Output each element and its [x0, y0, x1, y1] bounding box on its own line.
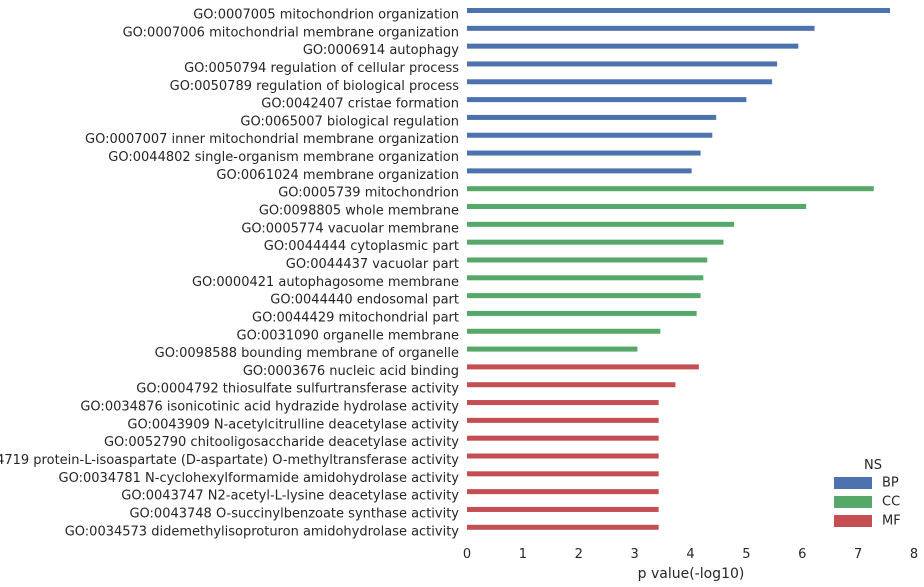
- x-tick-label: 1: [519, 547, 527, 562]
- y-tick-label: GO:0050789 regulation of biological proc…: [170, 79, 460, 94]
- x-tick-label: 0: [463, 547, 471, 562]
- x-tick-label: 6: [798, 547, 806, 562]
- y-tick-labels: GO:0007005 mitochondrion organization GO:…: [0, 8, 459, 540]
- y-tick-label: GO:0044440 endosomal part: [270, 293, 459, 308]
- x-tick-label: 8: [910, 547, 918, 562]
- bar-cc: [467, 204, 807, 210]
- y-tick-label: GO:0043909 N-acetylcitrulline deacetylas…: [127, 417, 459, 432]
- bar-mf: [467, 471, 659, 477]
- y-tick-label: GO:0007006 mitochondrial membrane organi…: [123, 25, 459, 40]
- y-tick-label: GO:0006914 autophagy: [303, 43, 459, 58]
- x-tick-label: 3: [630, 547, 638, 562]
- y-tick-label: GO:0004792 thiosulfate sulfurtransferase…: [136, 382, 459, 397]
- bar-cc: [467, 328, 661, 334]
- legend-title: NS: [864, 458, 882, 473]
- bar-bp: [467, 114, 717, 120]
- bar-bp: [467, 25, 815, 31]
- y-tick-label: GO:0044444 cytoplasmic part: [264, 239, 459, 254]
- y-tick-label: GO:0031090 organelle membrane: [237, 328, 460, 343]
- bar-cc: [467, 310, 697, 316]
- bar-cc: [467, 346, 638, 352]
- bar-mf: [467, 364, 699, 370]
- x-axis-label: p value(-log10): [638, 566, 745, 582]
- bar-bp: [467, 150, 701, 156]
- bar-cc: [467, 221, 735, 227]
- y-tick-label: GO:0000421 autophagosome membrane: [192, 275, 459, 290]
- y-tick-label: GO:0043747 N2-acetyl-L-lysine deacetylas…: [121, 489, 459, 504]
- legend-label-cc: CC: [882, 495, 900, 510]
- y-tick-label: GO:0004719 protein-L-isoaspartate (D-asp…: [0, 453, 459, 468]
- bar-bp: [467, 97, 747, 103]
- y-tick-label: GO:0007007 inner mitochondrial membrane …: [85, 132, 459, 147]
- x-tick-label: 5: [742, 547, 750, 562]
- bar-mf: [467, 524, 659, 530]
- bar-bp: [467, 132, 713, 138]
- bar-mf: [467, 435, 659, 441]
- x-tick-label: 7: [854, 547, 862, 562]
- bar-mf: [467, 417, 659, 423]
- y-tick-label: GO:0044802 single-organism membrane orga…: [108, 150, 459, 165]
- y-tick-label: GO:0065007 biological regulation: [240, 114, 459, 129]
- bar-mf: [467, 506, 659, 512]
- legend-swatch-bp: [834, 477, 872, 489]
- y-tick-label: GO:0007005 mitochondrion organization: [193, 8, 459, 23]
- bars-group: [467, 8, 890, 530]
- bar-cc: [467, 186, 874, 192]
- bar-bp: [467, 8, 890, 13]
- y-tick-label: GO:0052790 chitooligosaccharide deacetyl…: [104, 435, 459, 450]
- y-tick-label: GO:0098805 whole membrane: [259, 204, 459, 219]
- y-tick-label: GO:0034573 didemethylisoproturon amidohy…: [65, 524, 460, 539]
- bar-cc: [467, 293, 701, 299]
- y-tick-label: GO:0005774 vacuolar membrane: [241, 221, 459, 236]
- bar-mf: [467, 400, 659, 406]
- bar-mf: [467, 489, 659, 495]
- y-tick-label: GO:0034876 isonicotinic acid hydrazide h…: [80, 400, 459, 415]
- bar-bp: [467, 43, 799, 49]
- legend: NS BP CC MF: [834, 458, 901, 529]
- bar-bp: [467, 168, 692, 174]
- y-tick-label: GO:0003676 nucleic acid binding: [243, 364, 459, 379]
- legend-swatch-mf: [834, 515, 872, 527]
- bar-bp: [467, 79, 773, 85]
- legend-swatch-cc: [834, 496, 872, 508]
- x-tick-labels: 0 1 2 3 4 5 6 7 8: [463, 547, 918, 562]
- y-tick-label: GO:0050794 regulation of cellular proces…: [184, 61, 459, 76]
- x-tick-label: 4: [686, 547, 694, 562]
- y-tick-label: GO:0034781 N-cyclohexylformamide amidohy…: [59, 471, 460, 486]
- legend-label-mf: MF: [882, 514, 901, 529]
- x-tick-label: 2: [575, 547, 583, 562]
- y-tick-label: GO:0042407 cristae formation: [261, 97, 459, 112]
- legend-label-bp: BP: [882, 476, 899, 491]
- y-tick-label: GO:0043748 O-succinylbenzoate synthase a…: [129, 506, 459, 521]
- bar-mf: [467, 453, 659, 459]
- y-tick-label: GO:0098588 bounding membrane of organell…: [155, 346, 459, 361]
- y-tick-label: GO:0061024 membrane organization: [216, 168, 459, 183]
- y-tick-label: GO:0005739 mitochondrion: [278, 186, 459, 201]
- y-tick-label: GO:0044429 mitochondrial part: [252, 310, 459, 325]
- y-tick-label: GO:0044437 vacuolar part: [286, 257, 459, 272]
- bar-mf: [467, 382, 676, 388]
- bar-cc: [467, 275, 704, 281]
- bar-bp: [467, 61, 778, 67]
- bar-cc: [467, 239, 724, 245]
- bar-cc: [467, 257, 708, 263]
